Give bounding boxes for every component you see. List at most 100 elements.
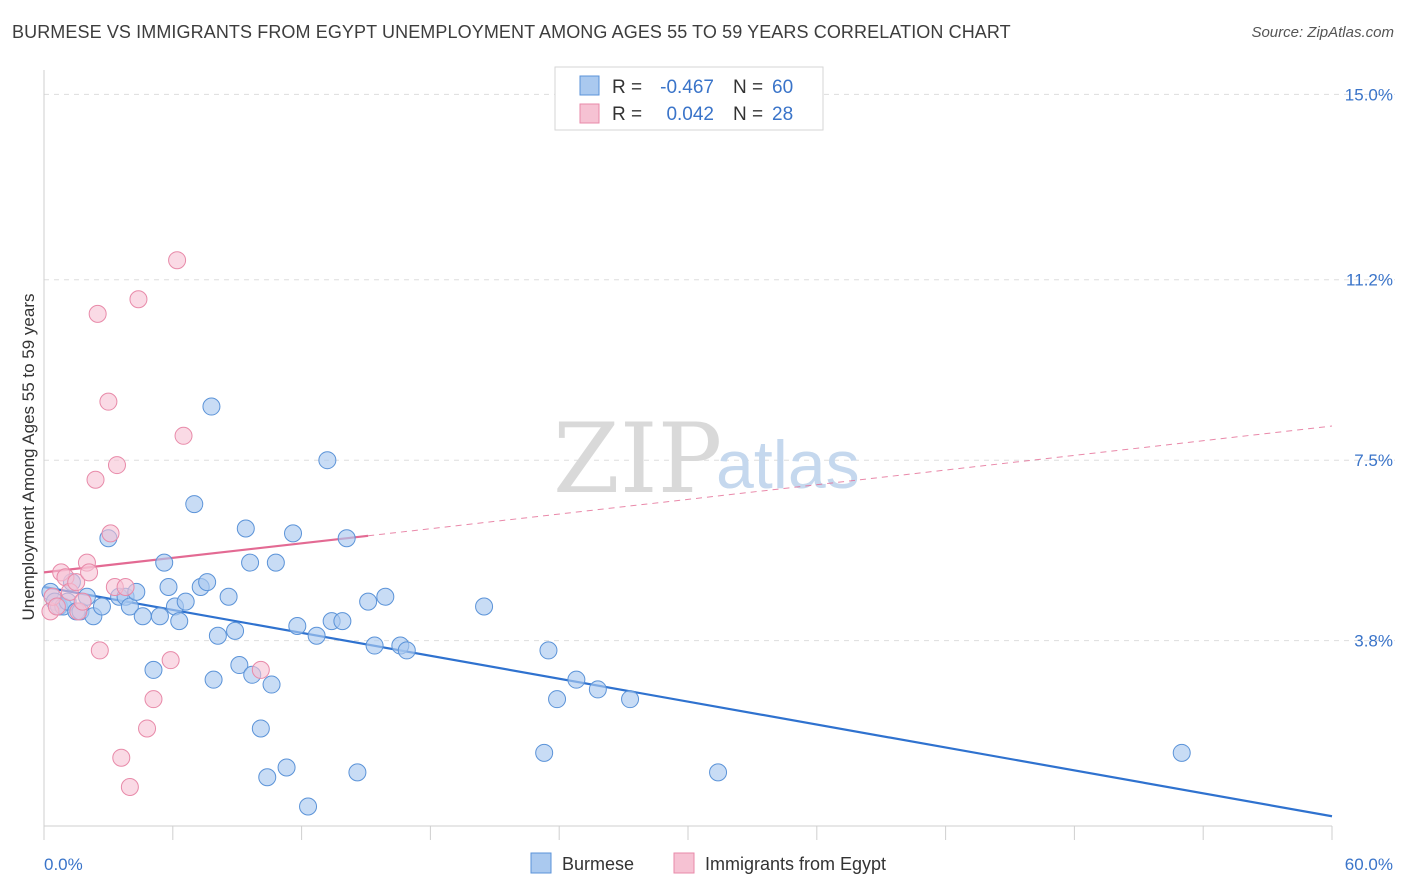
stats-row1-n-label: N = [733, 77, 763, 98]
egypt-point [73, 592, 92, 611]
egypt-point [120, 777, 139, 796]
burmese-point [202, 397, 221, 416]
y-tick-labels: 3.8% 7.5% 11.2% 15.0% [1345, 85, 1393, 650]
trend-lines [43, 425, 1333, 818]
stats-row2-r-label: R = [612, 104, 642, 125]
burmese-point [359, 592, 378, 611]
bottom-legend: Burmese Immigrants from Egypt [530, 852, 886, 874]
egypt-point [107, 456, 126, 475]
stats-row2-n-label: N = [733, 104, 763, 125]
egypt-point [168, 251, 187, 270]
burmese-point [588, 680, 607, 699]
burmese-point [262, 675, 281, 694]
stats-row2-r-value: 0.042 [666, 104, 714, 125]
burmese-point [288, 617, 307, 636]
egypt-trend-line-extension [368, 425, 1333, 537]
source-label: Source: ZipAtlas.com [1251, 24, 1394, 41]
chart-title: BURMESE VS IMMIGRANTS FROM EGYPT UNEMPLO… [12, 22, 1011, 42]
stats-row1-n-value: 60 [772, 77, 793, 98]
data-points [41, 251, 1191, 816]
x-tick-label: 0.0% [44, 855, 83, 874]
x-tick-labels: 0.0% 60.0% [44, 855, 1393, 874]
stats-legend: R = -0.467 N = 60 R = 0.042 N = 28 [554, 66, 824, 131]
egypt-point [88, 304, 107, 323]
burmese-point [144, 660, 163, 679]
egypt-point [144, 690, 163, 709]
burmese-point [299, 797, 318, 816]
egypt-trend-line [43, 534, 369, 574]
burmese-point [333, 612, 352, 631]
burmese-point [621, 690, 640, 709]
burmese-point [397, 641, 416, 660]
egypt-swatch [579, 103, 600, 124]
bottom-legend-egypt-swatch [673, 852, 695, 874]
burmese-point [185, 495, 204, 514]
burmese-point [1172, 743, 1191, 762]
y-tick-label: 11.2% [1346, 271, 1393, 290]
burmese-point [277, 758, 296, 777]
egypt-point [112, 748, 131, 767]
burmese-point [539, 641, 558, 660]
burmese-trend-line [43, 585, 1333, 818]
burmese-point [709, 763, 728, 782]
egypt-point [101, 524, 120, 543]
burmese-point [475, 597, 494, 616]
burmese-point [266, 553, 285, 572]
burmese-point [226, 621, 245, 640]
egypt-point [129, 290, 148, 309]
burmese-point [567, 670, 586, 689]
burmese-point [198, 573, 217, 592]
egypt-point [161, 651, 180, 670]
burmese-point [133, 607, 152, 626]
bottom-legend-burmese-label: Burmese [562, 854, 634, 874]
watermark: ZIP atlas [553, 403, 860, 515]
egypt-point [174, 426, 193, 445]
burmese-swatch [579, 75, 600, 96]
egypt-point [99, 392, 118, 411]
burmese-point [176, 592, 195, 611]
burmese-point [258, 768, 277, 787]
egypt-point [116, 578, 135, 597]
stats-legend-box [554, 66, 824, 131]
burmese-point [159, 578, 178, 597]
burmese-point [170, 612, 189, 631]
watermark-atlas: atlas [716, 427, 860, 503]
watermark-zip: ZIP [553, 403, 722, 515]
y-tick-label: 7.5% [1354, 451, 1393, 470]
burmese-point [535, 743, 554, 762]
x-tick-label: 60.0% [1345, 855, 1393, 874]
egypt-point [47, 597, 66, 616]
burmese-point [318, 451, 337, 470]
egypt-point [80, 563, 99, 582]
egypt-point [86, 470, 105, 489]
burmese-point [219, 587, 238, 606]
burmese-point [208, 626, 227, 645]
burmese-point [204, 670, 223, 689]
burmese-point [230, 656, 249, 675]
burmese-point [241, 553, 260, 572]
burmese-point [92, 597, 111, 616]
stats-row1-r-value: -0.467 [660, 77, 714, 98]
egypt-point [67, 573, 86, 592]
stats-row2-n-value: 28 [772, 104, 793, 125]
bottom-legend-egypt-label: Immigrants from Egypt [705, 854, 886, 874]
stats-row1-r-label: R = [612, 77, 642, 98]
burmese-point [155, 553, 174, 572]
burmese-point [284, 524, 303, 543]
bottom-legend-burmese-swatch [530, 852, 552, 874]
burmese-point [348, 763, 367, 782]
burmese-point [150, 607, 169, 626]
egypt-point [138, 719, 157, 738]
egypt-point [90, 641, 109, 660]
egypt-point [251, 660, 270, 679]
y-tick-label: 15.0% [1345, 85, 1393, 104]
burmese-point [365, 636, 384, 655]
burmese-point [337, 529, 356, 548]
burmese-point [376, 587, 395, 606]
axes [43, 70, 1333, 840]
burmese-point [548, 690, 567, 709]
y-tick-label: 3.8% [1354, 632, 1393, 651]
y-axis-title: Unemployment Among Ages 55 to 59 years [19, 294, 38, 621]
burmese-point [307, 626, 326, 645]
